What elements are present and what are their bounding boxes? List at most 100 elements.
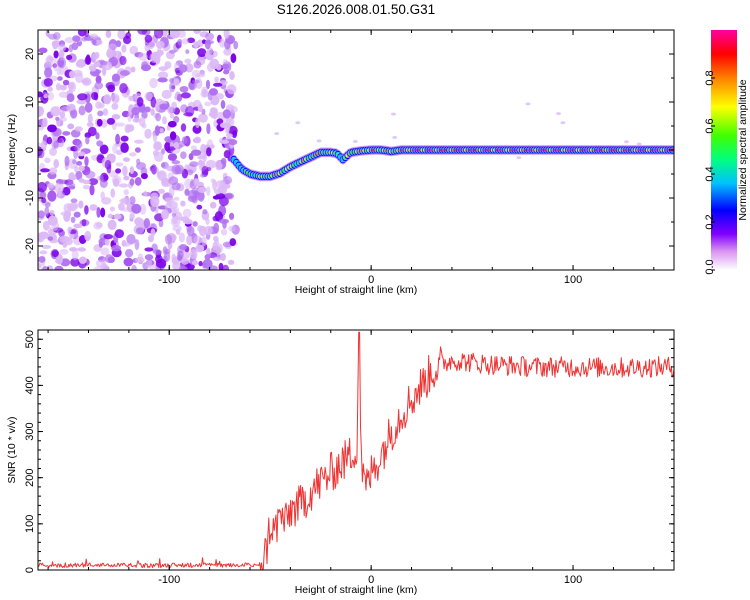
noise-blob xyxy=(47,190,57,202)
noise-blob xyxy=(40,168,50,173)
noise-blob xyxy=(215,93,224,100)
noise-blob xyxy=(201,236,207,247)
noise-blob xyxy=(78,200,84,209)
noise-blob xyxy=(115,40,122,48)
noise-blob xyxy=(66,93,75,102)
noise-blob xyxy=(152,249,163,255)
noise-blob xyxy=(64,37,75,44)
noise-blob xyxy=(40,140,47,151)
noise-blob xyxy=(49,226,58,232)
noise-blob xyxy=(144,44,151,52)
noise-blob xyxy=(56,253,63,265)
noise-blob xyxy=(191,259,198,266)
noise-blob xyxy=(178,64,188,73)
noise-blob xyxy=(98,241,103,248)
noise-blob xyxy=(161,89,172,99)
noise-blob xyxy=(38,256,46,263)
noise-blob xyxy=(190,145,197,150)
noise-blob xyxy=(141,111,148,119)
noise-blob xyxy=(185,49,190,54)
noise-blob xyxy=(111,114,121,120)
noise-blob xyxy=(205,32,214,41)
noise-blob xyxy=(100,247,110,256)
noise-blob xyxy=(204,101,212,107)
spectrogram-heatmap xyxy=(38,30,674,270)
noise-blob xyxy=(169,30,180,39)
noise-blob xyxy=(111,175,122,185)
noise-blob xyxy=(162,246,168,255)
noise-blob xyxy=(161,209,169,220)
noise-blob xyxy=(111,244,122,252)
noise-blob xyxy=(106,117,115,125)
noise-blob xyxy=(57,76,63,81)
noise-blob xyxy=(212,242,218,251)
noise-blob xyxy=(100,207,106,218)
noise-blob xyxy=(560,121,566,125)
noise-blob xyxy=(212,179,217,191)
noise-blob xyxy=(44,157,51,164)
noise-blob xyxy=(84,205,89,215)
noise-blob xyxy=(106,48,114,59)
noise-blob xyxy=(70,257,80,267)
noise-blob xyxy=(212,235,219,242)
noise-blob xyxy=(167,106,174,115)
noise-blob xyxy=(107,213,114,219)
noise-blob xyxy=(120,142,129,153)
noise-blob xyxy=(155,40,165,49)
noise-blob xyxy=(223,48,232,56)
noise-blob xyxy=(94,81,104,90)
noise-blob xyxy=(139,117,146,127)
noise-blob xyxy=(181,136,188,145)
noise-blob xyxy=(352,140,358,143)
noise-blob xyxy=(196,204,203,210)
noise-blob xyxy=(100,60,108,66)
noise-blob xyxy=(105,30,112,39)
colorbar-tick-label: 0.4 xyxy=(704,166,716,181)
noise-blob xyxy=(204,39,211,50)
noise-blob xyxy=(172,215,179,225)
noise-blob xyxy=(45,55,54,65)
noise-blob xyxy=(129,152,137,157)
noise-blob xyxy=(109,206,115,212)
noise-blob xyxy=(67,226,72,234)
noise-blob xyxy=(73,223,83,229)
noise-blob xyxy=(67,82,75,90)
noise-blob xyxy=(206,186,211,196)
noise-blob xyxy=(120,135,129,142)
y-tick-label: 200 xyxy=(24,469,36,487)
noise-blob xyxy=(107,84,116,93)
noise-blob xyxy=(96,118,103,127)
noise-blob xyxy=(64,210,72,218)
y-tick-label: 0 xyxy=(24,567,36,573)
noise-blob xyxy=(186,234,193,246)
spectrogram-ylabel: Frequency (Hz) xyxy=(6,114,18,186)
noise-blob xyxy=(138,104,146,113)
noise-blob xyxy=(71,249,79,261)
noise-blob xyxy=(86,122,94,127)
noise-blob xyxy=(195,73,206,78)
noise-blob xyxy=(96,140,104,147)
noise-blob xyxy=(41,197,47,204)
noise-blob xyxy=(72,159,77,165)
noise-blob xyxy=(41,244,52,249)
noise-blob xyxy=(64,155,70,167)
noise-blob xyxy=(206,123,211,135)
noise-blob xyxy=(42,117,48,128)
noise-blob xyxy=(155,102,160,112)
noise-blob xyxy=(58,91,69,98)
noise-blob xyxy=(78,151,86,156)
noise-blob xyxy=(82,77,92,86)
noise-blob xyxy=(177,250,184,260)
noise-blob xyxy=(141,64,151,72)
noise-blob xyxy=(181,258,190,265)
noise-blob xyxy=(197,48,207,58)
noise-blob xyxy=(156,49,162,59)
noise-blob xyxy=(636,142,642,146)
noise-blob xyxy=(223,150,231,159)
noise-blob xyxy=(168,146,176,151)
noise-blob xyxy=(67,123,75,130)
noise-blob xyxy=(89,65,97,72)
noise-blob xyxy=(104,159,112,170)
snr-series-line xyxy=(38,331,674,570)
